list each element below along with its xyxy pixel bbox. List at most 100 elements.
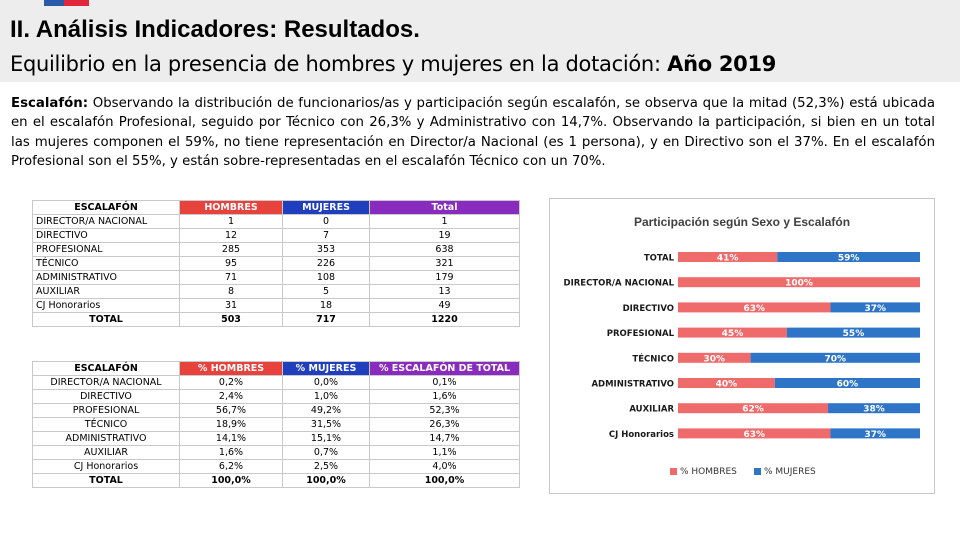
cell-value: 19 bbox=[369, 228, 520, 243]
cell-value: 8 bbox=[179, 284, 283, 299]
header-escalafon: ESCALAFÓN bbox=[32, 361, 180, 376]
row-label: DIRECTIVO bbox=[32, 228, 180, 243]
cell-value: 1,6% bbox=[369, 389, 520, 404]
counts-table-header: ESCALAFÓN HOMBRES MUJERES Total bbox=[32, 200, 520, 215]
table-row: DIRECTOR/A NACIONAL 1 0 1 bbox=[32, 214, 520, 229]
page-subtitle: Equilibrio en la presencia de hombres y … bbox=[10, 52, 776, 76]
table-row: TÉCNICO 18,9% 31,5% 26,3% bbox=[32, 417, 520, 432]
legend-swatch-hombres bbox=[670, 468, 677, 475]
bar-mujeres bbox=[777, 252, 920, 262]
flag-stripe bbox=[44, 0, 89, 6]
row-label: PROFESIONAL bbox=[32, 242, 180, 257]
category-label: TOTAL bbox=[644, 254, 675, 264]
row-label: ADMINISTRATIVO bbox=[32, 270, 180, 285]
cell-value: 7 bbox=[282, 228, 370, 243]
bar-mujeres bbox=[786, 327, 920, 338]
cell-value: 56,7% bbox=[179, 403, 283, 418]
subtitle-text: Equilibrio en la presencia de hombres y … bbox=[10, 52, 661, 76]
category-label: PROFESIONAL bbox=[607, 329, 675, 339]
cell-value: 1,6% bbox=[179, 445, 283, 460]
data-label: 40% bbox=[716, 380, 738, 390]
table-row: ADMINISTRATIVO 71 108 179 bbox=[32, 270, 520, 285]
row-label: TOTAL bbox=[32, 312, 180, 327]
cell-value: 100,0% bbox=[282, 473, 370, 488]
data-label: 59% bbox=[838, 254, 860, 264]
row-label: AUXILIAR bbox=[32, 445, 180, 460]
header-pct-hombres: % HOMBRES bbox=[179, 361, 283, 376]
chart-svg: Participación según Sexo y Escalafón TOTA… bbox=[564, 215, 920, 477]
table-row: PROFESIONAL 56,7% 49,2% 52,3% bbox=[32, 403, 520, 418]
legend-label-mujeres: % MUJERES bbox=[764, 467, 816, 477]
cell-value: 0,0% bbox=[282, 375, 370, 390]
percent-table-header: ESCALAFÓN % HOMBRES % MUJERES % ESCALAFÓ… bbox=[32, 361, 520, 376]
cell-value: 2,4% bbox=[179, 389, 283, 404]
bar-hombres bbox=[678, 428, 831, 439]
cell-value: 353 bbox=[282, 242, 370, 257]
cell-value: 12 bbox=[179, 228, 283, 243]
cell-value: 95 bbox=[179, 256, 283, 271]
table-row: CJ Honorarios 6,2% 2,5% 4,0% bbox=[32, 459, 520, 474]
row-label: DIRECTIVO bbox=[32, 389, 180, 404]
cell-value: 321 bbox=[369, 256, 520, 271]
table-row: PROFESIONAL 285 353 638 bbox=[32, 242, 520, 257]
cell-value: 638 bbox=[369, 242, 520, 257]
table-row: TÉCNICO 95 226 321 bbox=[32, 256, 520, 271]
cell-value: 49,2% bbox=[282, 403, 370, 418]
cell-value: 71 bbox=[179, 270, 283, 285]
chart-title: Participación según Sexo y Escalafón bbox=[634, 215, 850, 229]
table-row: ADMINISTRATIVO 14,1% 15,1% 14,7% bbox=[32, 431, 520, 446]
participation-chart: Participación según Sexo y Escalafón TOTA… bbox=[549, 198, 935, 494]
data-label: 60% bbox=[837, 380, 859, 390]
bar-hombres bbox=[678, 302, 831, 313]
table-row: AUXILIAR 1,6% 0,7% 1,1% bbox=[32, 445, 520, 460]
data-label: 100% bbox=[785, 279, 813, 289]
category-label: DIRECTOR/A NACIONAL bbox=[564, 279, 675, 289]
cell-value: 0 bbox=[282, 214, 370, 229]
cell-value: 0,2% bbox=[179, 375, 283, 390]
header-total: Total bbox=[369, 200, 520, 215]
cell-value: 14,7% bbox=[369, 431, 520, 446]
cell-value: 226 bbox=[282, 256, 370, 271]
legend-label-hombres: % HOMBRES bbox=[680, 467, 737, 477]
cell-value: 503 bbox=[179, 312, 283, 327]
data-label: 62% bbox=[742, 405, 764, 415]
cell-value: 49 bbox=[369, 298, 520, 313]
category-label: CJ Honorarios bbox=[609, 430, 674, 440]
header-mujeres: MUJERES bbox=[282, 200, 370, 215]
table-row: AUXILIAR 8 5 13 bbox=[32, 284, 520, 299]
category-label: AUXILIAR bbox=[629, 405, 674, 415]
percent-table: ESCALAFÓN % HOMBRES % MUJERES % ESCALAFÓ… bbox=[32, 361, 520, 488]
data-label: 30% bbox=[704, 354, 726, 364]
data-label: 37% bbox=[864, 304, 886, 314]
data-label: 45% bbox=[722, 329, 744, 339]
total-row: TOTAL 100,0% 100,0% 100,0% bbox=[32, 473, 520, 488]
cell-value: 2,5% bbox=[282, 459, 370, 474]
row-label: PROFESIONAL bbox=[32, 403, 180, 418]
header-bar: II. Análisis Indicadores: Resultados. Eq… bbox=[0, 0, 960, 82]
table-row: DIRECTIVO 12 7 19 bbox=[32, 228, 520, 243]
table-row: CJ Honorarios 31 18 49 bbox=[32, 298, 520, 313]
cell-value: 5 bbox=[282, 284, 370, 299]
analysis-paragraph: Escalafón: Observando la distribución de… bbox=[11, 94, 935, 171]
bar-mujeres bbox=[830, 428, 920, 439]
cell-value: 31,5% bbox=[282, 417, 370, 432]
bar-hombres bbox=[678, 252, 778, 262]
cell-value: 18,9% bbox=[179, 417, 283, 432]
row-label: DIRECTOR/A NACIONAL bbox=[32, 375, 180, 390]
cell-value: 1220 bbox=[369, 312, 520, 327]
cell-value: 0,7% bbox=[282, 445, 370, 460]
legend-swatch-mujeres bbox=[754, 468, 761, 475]
category-label: DIRECTIVO bbox=[623, 304, 674, 314]
header-hombres: HOMBRES bbox=[179, 200, 283, 215]
data-label: 55% bbox=[843, 329, 865, 339]
bar-mujeres bbox=[750, 352, 920, 363]
row-label: TÉCNICO bbox=[32, 256, 180, 271]
header-escalafon: ESCALAFÓN bbox=[32, 200, 180, 215]
cell-value: 717 bbox=[282, 312, 370, 327]
cell-value: 179 bbox=[369, 270, 520, 285]
cell-value: 26,3% bbox=[369, 417, 520, 432]
row-label: ADMINISTRATIVO bbox=[32, 431, 180, 446]
cell-value: 18 bbox=[282, 298, 370, 313]
counts-table: ESCALAFÓN HOMBRES MUJERES Total DIRECTOR… bbox=[32, 200, 520, 327]
bar-hombres bbox=[678, 403, 829, 414]
